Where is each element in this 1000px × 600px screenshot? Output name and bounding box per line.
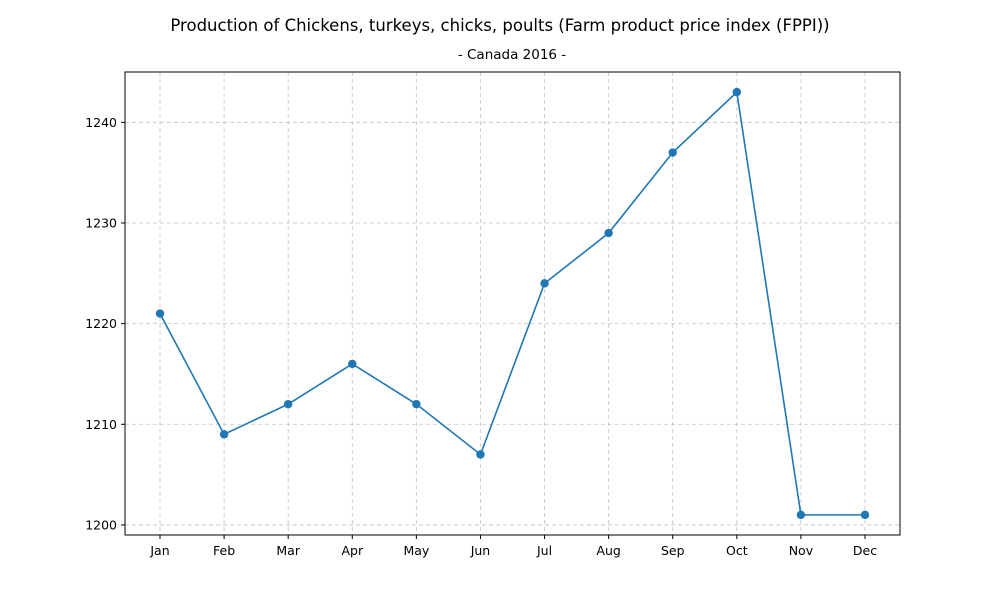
x-tick-label: May — [403, 543, 429, 558]
plot-area-frame — [124, 71, 901, 536]
x-tick-label: Jul — [536, 543, 552, 558]
series-line — [159, 90, 865, 516]
data-point — [219, 430, 229, 439]
data-point — [412, 399, 421, 409]
data-point — [860, 510, 870, 520]
x-tick-label: Oct — [726, 543, 748, 558]
x-tick-label: Apr — [341, 543, 363, 558]
data-point — [476, 450, 485, 459]
x-tick-label: Jan — [149, 543, 169, 558]
chart-title: Production of Chickens, turkeys, chicks,… — [170, 16, 829, 35]
y-tick-label: 1200 — [85, 517, 117, 532]
data-point — [668, 148, 677, 157]
x-tick-label: Aug — [596, 543, 620, 558]
x-tick-label: Feb — [213, 543, 235, 558]
chart-subtitle: - Canada 2016 - — [458, 47, 566, 63]
data-point — [540, 279, 549, 288]
grid-layer — [125, 72, 900, 535]
y-tick-label: 1240 — [85, 115, 117, 130]
x-tick-label: Sep — [661, 543, 685, 558]
series-layer — [155, 87, 870, 520]
data-point — [283, 399, 293, 409]
data-point — [155, 309, 165, 318]
data-point — [604, 228, 613, 238]
y-tick-label: 1220 — [85, 316, 117, 331]
data-point — [796, 510, 806, 520]
data-point — [732, 87, 742, 97]
x-tick-label: Mar — [276, 543, 300, 558]
x-tick-label: Dec — [853, 543, 877, 558]
x-tick-label: Nov — [789, 543, 814, 558]
y-tick-label: 1230 — [85, 215, 117, 230]
x-tick-label: Jun — [470, 543, 491, 558]
data-point — [348, 359, 357, 369]
y-tick-label: 1210 — [85, 417, 117, 432]
tick-layer: Jan Feb Mar Apr May Jun Jul Aug Sep Oct Nov Dec 1200… — [85, 115, 877, 558]
